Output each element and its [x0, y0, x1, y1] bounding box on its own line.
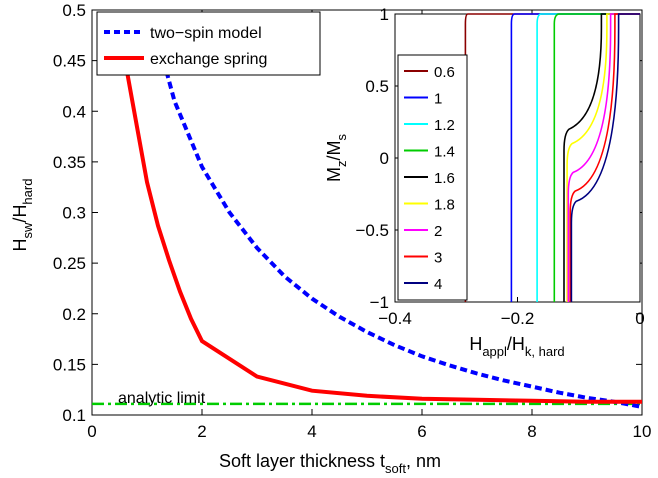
main-x-tick-label: 4: [307, 422, 316, 441]
main-legend: two−spin model exchange spring: [96, 11, 321, 76]
inset-series-curve-3: [553, 13, 640, 302]
main-x-tick-label: 8: [527, 422, 536, 441]
main-y-tick-label: 0.45: [53, 52, 86, 71]
inset-legend-label-3: 1.4: [434, 144, 455, 161]
main-y-tick-label: 0.2: [62, 305, 86, 324]
legend-label-two-spin: two−spin model: [150, 25, 262, 42]
main-x-tick-label: 10: [633, 422, 652, 441]
main-y-tick-label: 0.4: [62, 102, 86, 121]
inset-y-tick-label: 0: [380, 149, 389, 168]
main-y-tick-label: 0.5: [62, 1, 86, 20]
inset-plot: −0.4 −0.2 0 −1 −0.5 0 0.5 1 Happl/Hk, hard Mz/M…: [324, 5, 645, 359]
inset-legend-label-6: 2: [434, 223, 442, 240]
main-series-line-0: [161, 60, 643, 409]
main-y-tick-label: 0.25: [53, 254, 86, 273]
inset-x-axis-label: Happl/Hk, hard: [469, 334, 564, 359]
main-x-tick-label: 6: [417, 422, 426, 441]
legend-label-exchange-spring: exchange spring: [150, 51, 267, 68]
inset-legend-label-8: 4: [434, 276, 442, 293]
inset-legend-label-0: 0.6: [434, 64, 455, 81]
main-series-line-1: [123, 60, 642, 404]
inset-series-curve-0: [464, 13, 640, 302]
inset-y-tick-label: 0.5: [365, 77, 389, 96]
inset-y-axis-label: Mz/Ms: [324, 134, 349, 183]
inset-series-curve-2: [536, 13, 640, 302]
inset-legend-label-4: 1.6: [434, 170, 455, 187]
main-series-group: [92, 60, 643, 409]
inset-series-group: [464, 13, 640, 302]
main-x-tick-label: 0: [87, 422, 96, 441]
inset-series-curve-6: [567, 13, 640, 302]
inset-legend: 0.6 1 1.2 1.4 1.6 1.8 2 3 4: [397, 54, 468, 301]
main-y-tick-label: 0.1: [62, 406, 86, 425]
inset-series-curve-7: [569, 13, 640, 302]
inset-legend-label-1: 1: [434, 91, 442, 108]
inset-series-curve-1: [510, 13, 640, 302]
inset-x-tick-label: −0.4: [378, 309, 412, 328]
main-legend-box: [96, 11, 321, 76]
inset-y-tick-label: −1: [370, 293, 389, 312]
inset-y-tick-label: 1: [380, 5, 389, 24]
inset-series-curve-5: [566, 13, 640, 302]
main-y-axis-label: Hsw/Hhard: [10, 179, 35, 252]
main-x-tick-label: 2: [197, 422, 206, 441]
main-y-tick-label: 0.15: [53, 355, 86, 374]
inset-y-tick-label: −0.5: [355, 221, 389, 240]
inset-x-tick-label: −0.2: [501, 309, 535, 328]
main-y-tick-label: 0.35: [53, 153, 86, 172]
inset-series-curve-4: [563, 13, 640, 302]
inset-legend-label-5: 1.8: [434, 197, 455, 214]
inset-legend-label-7: 3: [434, 250, 442, 267]
main-x-axis-label: Soft layer thickness tsoft, nm: [219, 451, 441, 476]
inset-series-curve-8: [570, 13, 640, 302]
inset-x-tick-label: 0: [635, 309, 644, 328]
main-annotation: analytic limit: [118, 390, 206, 407]
inset-legend-label-2: 1.2: [434, 117, 455, 134]
main-y-tick-label: 0.3: [62, 204, 86, 223]
